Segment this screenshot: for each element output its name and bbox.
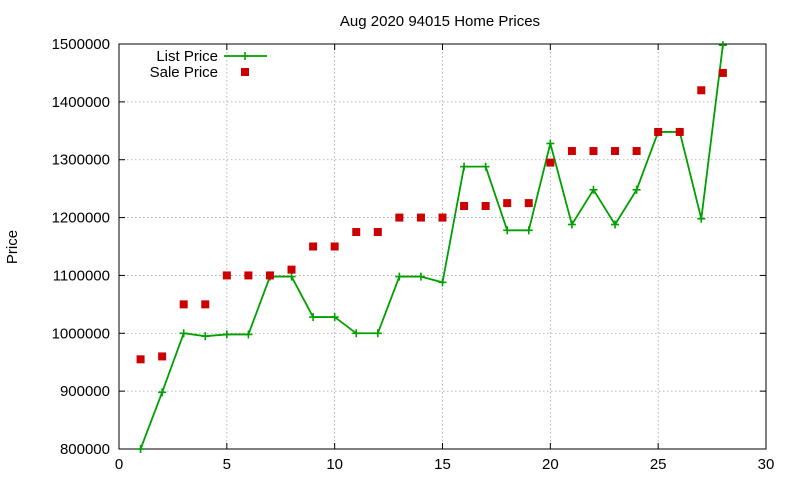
list-price-point [287, 272, 296, 281]
sale-price-point [352, 228, 361, 237]
sale-price-point [718, 68, 727, 77]
sale-price-point [287, 265, 296, 274]
sale-price-point [503, 199, 512, 208]
grid [119, 44, 766, 449]
list-price-point [330, 313, 339, 322]
series-marks [136, 41, 727, 453]
list-price-point [438, 278, 447, 287]
sale-price-point [395, 213, 404, 222]
legend-label-list-price: List Price [156, 48, 218, 65]
list-price-point [632, 185, 641, 194]
sale-price-point [244, 271, 253, 280]
list-price-point [697, 214, 706, 223]
sale-price-point [330, 242, 339, 251]
x-tick-label: 30 [758, 456, 775, 473]
y-tick-label: 1000000 [52, 325, 110, 342]
y-tick-label: 1500000 [52, 36, 110, 53]
sale-price-point [201, 300, 210, 309]
x-tick-label: 25 [650, 456, 667, 473]
legend-marker-list-price [241, 52, 249, 60]
sale-price-point [546, 158, 555, 167]
sale-price-point [265, 271, 274, 280]
list-price-point [546, 139, 555, 148]
x-tick-label: 10 [326, 456, 343, 473]
list-price-point [201, 332, 210, 341]
sale-price-point [460, 202, 469, 210]
y-tick-label: 1200000 [52, 210, 110, 227]
sale-price-point [611, 147, 620, 156]
list-price-line [139, 45, 724, 450]
x-tick-label: 15 [434, 456, 451, 473]
list-price-point [416, 272, 425, 281]
x-tick-label: 5 [223, 456, 231, 473]
list-price-point [589, 185, 598, 194]
sale-price-point [158, 352, 167, 361]
list-price-point [352, 329, 361, 338]
x-tick-label: 20 [542, 456, 559, 473]
list-price-point [395, 272, 404, 281]
y-tick-label: 1300000 [52, 152, 110, 169]
sale-price-point [179, 300, 188, 309]
list-price-point [503, 226, 512, 235]
sale-price-point [481, 202, 490, 210]
sale-price-point [309, 242, 318, 251]
sale-price-point [416, 213, 425, 222]
list-price-point [373, 329, 382, 338]
list-price-point [460, 162, 469, 171]
y-tick-label: 1100000 [53, 267, 110, 284]
sale-price-point [438, 213, 447, 222]
sale-price-point [675, 127, 684, 136]
y-tick-label: 800000 [60, 441, 110, 458]
chart-title: Aug 2020 94015 Home Prices [340, 13, 540, 30]
x-tick-label: 0 [115, 456, 123, 473]
sale-price-point [632, 147, 641, 156]
sale-price-point [697, 86, 706, 95]
list-price-point [179, 329, 188, 338]
sale-price-point [222, 271, 231, 280]
list-price-point [611, 220, 620, 229]
list-price-point [567, 220, 576, 229]
y-tick-label: 900000 [60, 383, 110, 400]
y-tick-label: 1400000 [52, 94, 110, 111]
sale-price-point [654, 127, 663, 136]
list-price-point [222, 330, 231, 339]
list-price-point [524, 226, 533, 235]
y-axis-label: Price [4, 230, 21, 264]
list-price-point [158, 388, 167, 397]
legend-label-sale-price: Sale Price [150, 64, 218, 81]
list-price-point [718, 41, 727, 50]
axes: 0 5 10 15 20 25 30 800000 900000 1000000 1100000 12… [52, 36, 775, 473]
sale-price-point [589, 147, 598, 156]
list-price-point [244, 330, 253, 339]
sale-price-point [373, 228, 382, 237]
list-price-point [136, 445, 145, 453]
sale-price-point [524, 199, 533, 208]
sale-price-point [567, 147, 576, 156]
legend-swatch-sale-price [241, 68, 249, 76]
list-price-point [481, 162, 490, 171]
list-price-point [309, 313, 318, 322]
sale-price-point [136, 355, 145, 364]
